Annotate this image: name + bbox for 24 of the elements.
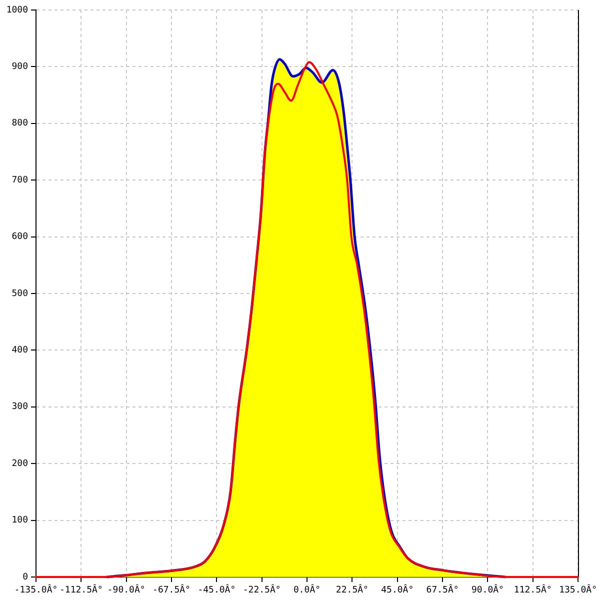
y-tick-label: 400 (12, 346, 28, 356)
x-tick-label: 135.0Â° (559, 584, 598, 596)
y-tick-label: 900 (12, 62, 28, 72)
y-tick-label: 0 (22, 572, 28, 582)
x-tick-label: 22.5Â° (336, 584, 368, 596)
x-tick-label: 45.0Â° (381, 584, 414, 596)
x-tick-label: 90.0Â° (471, 584, 504, 596)
y-tick-label: 200 (12, 458, 28, 469)
x-tick-label: -112.5Â° (59, 584, 103, 596)
y-tick-label: 300 (12, 402, 28, 412)
y-tick-label: 1000 (6, 5, 28, 16)
y-tick-label: 800 (12, 118, 28, 129)
x-tick-label: 67.5Â° (426, 584, 459, 596)
y-tick-label: 700 (12, 175, 28, 186)
x-tick-label: -45.0Â° (198, 584, 236, 596)
y-tick-label: 600 (12, 232, 28, 242)
x-tick-label: -90.0Â° (107, 584, 146, 596)
x-tick-label: -67.5Â° (152, 584, 190, 596)
y-tick-label: 500 (12, 288, 28, 299)
x-tick-label: -22.5Â° (242, 584, 281, 596)
y-tick-label: 100 (12, 516, 28, 526)
x-tick-label: 112.5Â° (514, 584, 552, 596)
x-tick-label: -135.0Â° (14, 584, 58, 596)
x-tick-label: 0.0Â° (293, 584, 321, 596)
